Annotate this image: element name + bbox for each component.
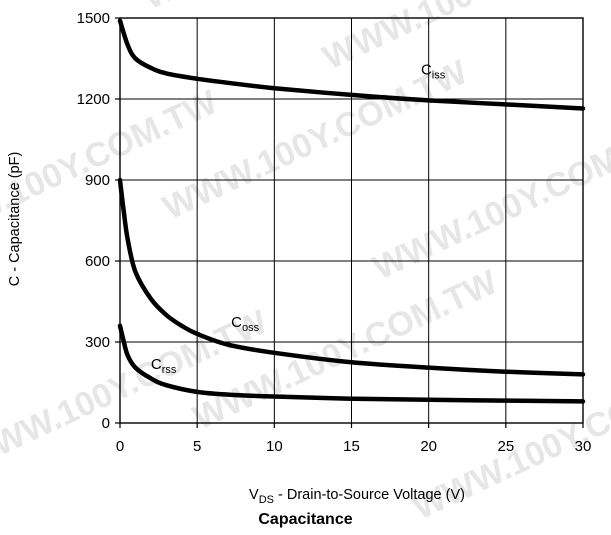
series-label-rss: Crss: [151, 356, 177, 376]
y-tick-label: 1200: [77, 91, 110, 108]
plot-frame: [119, 17, 584, 424]
x-axis-label-subscript: DS: [259, 494, 274, 506]
x-axis-label-prefix: V: [249, 487, 259, 503]
y-tick-label: 900: [85, 172, 110, 189]
series-label-oss: Coss: [231, 314, 259, 334]
series-line-iss: [117, 18, 586, 111]
x-tick-label: 25: [497, 438, 514, 455]
series-lines: [117, 18, 586, 404]
x-tick-labels: 0 5 10 15 20 25 30: [116, 438, 592, 455]
y-tick-label: 0: [102, 415, 110, 432]
x-tick-label: 15: [343, 438, 360, 455]
x-tick-label: 0: [116, 438, 124, 455]
x-tick-label: 30: [575, 438, 592, 455]
watermark-text: WWW.100Y.COM.TW: [317, 0, 611, 77]
series-labels: Ciss Coss Crss: [151, 62, 446, 376]
series-label-iss: Ciss: [421, 62, 446, 82]
series-line-oss: [117, 177, 586, 377]
y-tick-label: 1500: [77, 10, 110, 27]
x-axis-label: VDS - Drain-to-Source Voltage (V): [249, 487, 465, 506]
watermark-text: WWW.100Y.COM.TW: [0, 83, 224, 258]
y-tick-labels: 0 300 600 900 1200 1500: [77, 10, 110, 432]
series-line-rss: [117, 323, 586, 404]
y-axis-label: C - Capacitance (pF): [7, 152, 23, 287]
y-tick-label: 300: [85, 334, 110, 351]
y-tick-label: 600: [85, 253, 110, 270]
x-tick-label: 5: [193, 438, 201, 455]
x-tick-label: 20: [420, 438, 437, 455]
x-tick-label: 10: [266, 438, 283, 455]
x-axis-label-rest: - Drain-to-Source Voltage (V): [274, 487, 465, 503]
chart-title: Capacitance: [258, 511, 353, 528]
